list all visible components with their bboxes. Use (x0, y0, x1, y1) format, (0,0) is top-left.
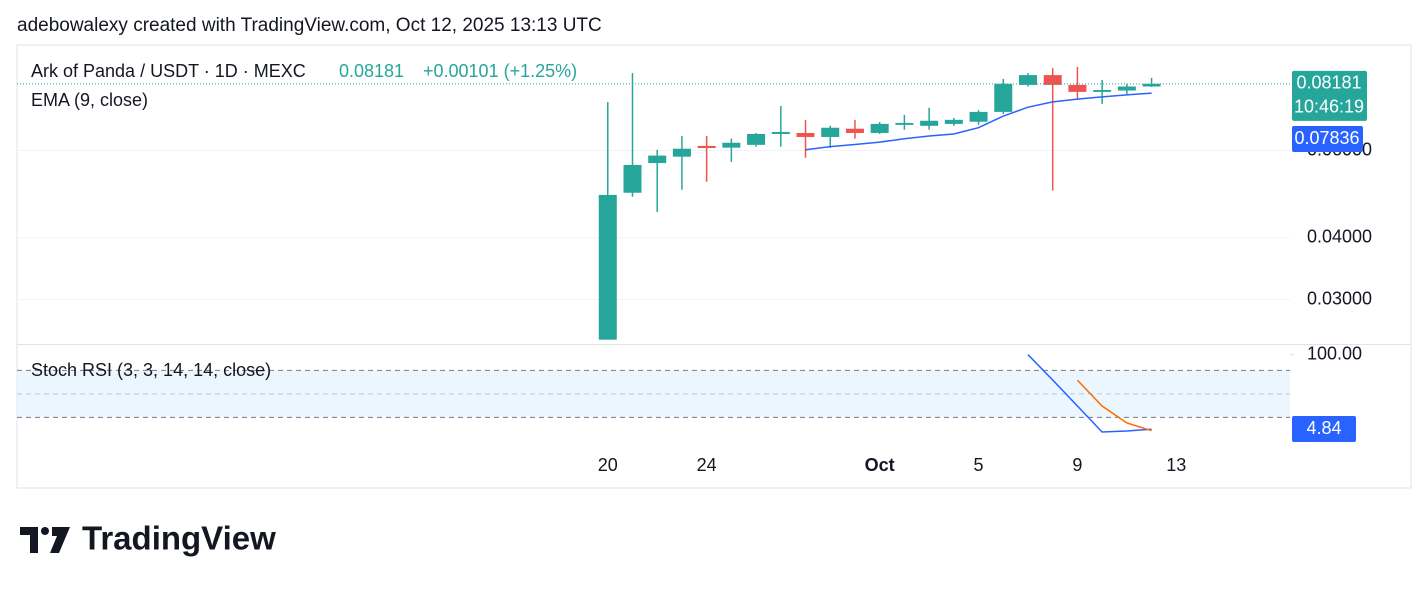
indicator-tag-label: 4.84 (1306, 418, 1341, 438)
price-change: +0.00101 (+1.25%) (423, 61, 577, 81)
band-fill (17, 370, 1290, 418)
candle-body (1117, 86, 1136, 91)
candle-body (1093, 89, 1112, 92)
candle-body (747, 133, 766, 145)
price-tag (1292, 70, 1367, 121)
y-tick-label: 100.00 (1307, 343, 1362, 363)
indicator-tag-label: 0.07836 (1294, 128, 1359, 148)
stoch-line (1027, 354, 1152, 433)
candle-body (1142, 83, 1161, 87)
candle-body (796, 132, 815, 137)
candle-body (623, 164, 642, 193)
x-tick-label: 5 (974, 455, 984, 475)
candle-body (1018, 75, 1037, 85)
logo-icon (50, 527, 70, 553)
candle-body (969, 111, 988, 122)
x-tick-label: Oct (865, 455, 895, 475)
chart-title: Ark of Panda / USDT · 1D · MEXC (31, 61, 306, 81)
y-tick-label: 0.03000 (1307, 288, 1372, 308)
candle-body (672, 148, 691, 157)
candle-body (697, 145, 716, 149)
x-tick-label: 20 (598, 455, 618, 475)
chart-frame (16, 44, 1412, 489)
stoch-line (1076, 379, 1152, 432)
candle-body (598, 194, 617, 340)
candle-body (771, 131, 790, 134)
candle-body (870, 123, 889, 133)
candle-body (994, 83, 1013, 112)
candle-body (648, 155, 667, 164)
candle-body (821, 127, 840, 137)
candle-body (1068, 84, 1087, 92)
countdown: 10:46:19 (1294, 97, 1364, 117)
candle-body (1043, 75, 1062, 85)
indicator-tag (1292, 416, 1356, 442)
brand: TradingView (82, 520, 276, 557)
candle-body (895, 122, 914, 125)
candle-body (920, 120, 939, 126)
candle-body (944, 119, 963, 124)
x-tick-label: 13 (1166, 455, 1186, 475)
indicator-label: Stoch RSI (3, 3, 14, 14, close) (31, 360, 271, 380)
logo-icon (41, 527, 49, 535)
indicator-label: EMA (9, close) (31, 90, 148, 110)
last-price: 0.08181 (339, 61, 404, 81)
candle-body (722, 142, 741, 148)
y-tick-label: 0.04000 (1307, 226, 1372, 246)
logo: TradingView (20, 520, 276, 557)
price-tag-label: 0.08181 (1296, 73, 1361, 93)
ema-line (805, 92, 1152, 151)
x-tick-label: 9 (1072, 455, 1082, 475)
attribution: adebowalexy created with TradingView.com… (17, 15, 602, 36)
candle-body (845, 128, 864, 133)
indicator-tag (1292, 126, 1363, 152)
x-tick-label: 24 (697, 455, 717, 475)
logo-icon (20, 527, 38, 553)
